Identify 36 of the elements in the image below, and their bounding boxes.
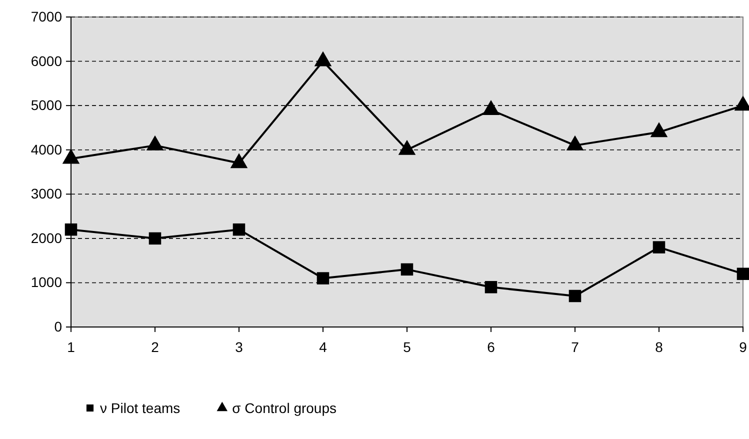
x-tick-label: 2 <box>151 338 160 355</box>
point <box>736 268 749 280</box>
y-tick-label: 5000 <box>30 97 62 114</box>
point <box>64 223 78 236</box>
x-tick-label: 5 <box>403 338 412 355</box>
x-tick-label: 1 <box>67 338 76 355</box>
point <box>400 263 414 276</box>
x-tick-label: 7 <box>571 338 580 355</box>
point <box>482 100 500 115</box>
point <box>484 281 498 294</box>
x-tick-label: 4 <box>319 338 328 355</box>
legend-label: σ Control groups <box>232 400 336 416</box>
x-tick-label: 8 <box>655 338 664 355</box>
point <box>314 51 332 66</box>
point <box>232 223 246 236</box>
point <box>398 140 416 155</box>
point <box>566 135 584 150</box>
point <box>146 135 164 150</box>
y-tick-label: 1000 <box>30 274 62 290</box>
y-tick-label: 7000 <box>30 8 62 24</box>
y-tick-label: 0 <box>54 318 62 334</box>
point <box>62 148 80 164</box>
point <box>568 290 582 302</box>
point <box>652 241 666 254</box>
y-tick-label: 4000 <box>30 141 62 158</box>
point <box>230 153 248 168</box>
y-tick-label: 3000 <box>30 186 62 202</box>
y-tick-label: 2000 <box>30 230 62 246</box>
x-tick-label: 6 <box>487 338 496 355</box>
x-tick-label: 9 <box>739 338 748 355</box>
x-tick-label: 3 <box>235 338 244 355</box>
point <box>316 272 330 284</box>
point <box>148 232 162 245</box>
legend-label: ν Pilot teams <box>100 400 180 416</box>
y-tick-label: 6000 <box>30 52 62 69</box>
point <box>650 122 668 138</box>
